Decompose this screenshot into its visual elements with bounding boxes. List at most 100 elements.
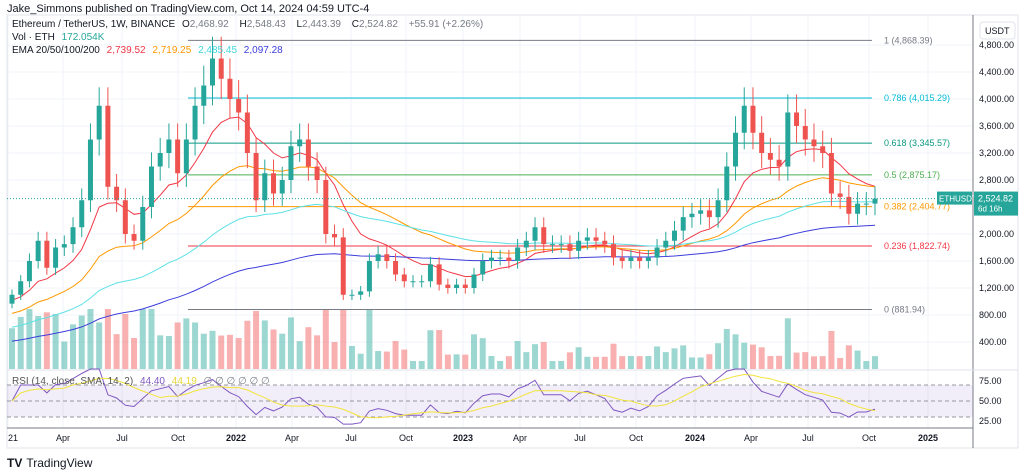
candle — [515, 238, 521, 269]
candle — [532, 217, 538, 250]
ema20-line — [11, 116, 876, 301]
symbol-tag — [937, 191, 972, 205]
volume-bar — [636, 356, 643, 369]
candle — [706, 199, 712, 228]
close-value: 2,524.82 — [358, 19, 398, 30]
rsi-tick-label: 25.00 — [979, 416, 1002, 426]
rsi-legend: RSI (14, close, SMA, 14, 2) 44.40 44.19 … — [12, 376, 270, 387]
candle — [131, 224, 137, 250]
candle-body — [645, 257, 651, 261]
candle-body — [515, 247, 521, 261]
volume-bar — [296, 341, 303, 369]
candle — [672, 220, 678, 250]
volume-bar — [540, 341, 547, 369]
volume-bar — [810, 356, 817, 369]
volume-legend: Vol · ETH 172.054K — [12, 32, 105, 43]
candle-body — [244, 112, 250, 153]
candle — [680, 206, 686, 241]
candle — [610, 235, 616, 266]
candle — [105, 87, 111, 200]
candle-body — [811, 139, 817, 147]
volume-bar — [593, 356, 600, 369]
y-tick-label: 3,200.00 — [979, 148, 1014, 158]
x-tick-label: 2024 — [685, 433, 705, 443]
candle-body — [44, 240, 50, 268]
low-value: 2,443.39 — [302, 19, 341, 30]
candle — [619, 249, 625, 269]
candle — [26, 253, 32, 288]
x-tick-label: Apr — [56, 433, 70, 443]
candle-body — [35, 240, 41, 261]
y-tick-label: 3,600.00 — [979, 121, 1014, 131]
candle — [366, 253, 372, 297]
candle-body — [619, 257, 625, 261]
candle-body — [87, 139, 93, 201]
candle — [96, 87, 102, 156]
volume-bar — [383, 351, 390, 369]
volume-bar — [322, 309, 329, 369]
volume-bar — [157, 335, 164, 369]
volume-bar — [715, 343, 722, 369]
candle-body — [18, 281, 24, 295]
currency-label: USDT — [985, 26, 1010, 36]
candle-body — [114, 186, 120, 201]
ema200-line — [11, 224, 876, 342]
volume-bar — [78, 315, 85, 369]
candle-body — [253, 153, 259, 201]
volume-bar — [575, 347, 582, 369]
candle-body — [541, 227, 547, 245]
candle-body — [750, 105, 756, 133]
volume-bar — [654, 346, 661, 369]
tradingview-logo[interactable]: TV TradingView — [7, 456, 93, 470]
candle — [53, 238, 59, 275]
volume-bar — [566, 352, 573, 369]
candle — [305, 123, 311, 181]
candle — [209, 36, 215, 106]
volume-bar — [183, 318, 190, 369]
candle-body — [828, 153, 834, 194]
x-tick-label: 21 — [8, 433, 18, 443]
candle-body — [140, 207, 146, 241]
candle-body — [122, 200, 128, 234]
candle — [628, 249, 634, 269]
candle — [114, 173, 120, 213]
candle — [733, 116, 739, 181]
candle-body — [820, 146, 826, 153]
candle-body — [96, 105, 102, 140]
candle-body — [218, 58, 224, 79]
candle-body — [236, 99, 242, 113]
x-tick-label: Oct — [629, 433, 644, 443]
candle-body — [366, 261, 372, 292]
volume-bar — [505, 356, 512, 369]
candle — [401, 267, 407, 288]
candle-body — [733, 132, 739, 167]
volume-bar — [305, 327, 312, 369]
volume-bar — [688, 357, 695, 369]
symbol-title[interactable]: Ethereum / TetherUS, 1W, BINANCE — [12, 19, 176, 30]
candle-body — [314, 166, 320, 180]
candle-body — [201, 85, 207, 106]
volume-bar — [392, 341, 399, 369]
candle — [340, 228, 346, 300]
tv-logo-icon: TV — [7, 456, 23, 470]
candle-body — [689, 213, 695, 218]
candle — [828, 137, 834, 206]
candle — [602, 231, 608, 253]
candle — [802, 108, 808, 156]
candle-body — [706, 210, 712, 218]
rsi-tick-label: 75.00 — [979, 376, 1002, 386]
candle — [863, 192, 869, 216]
volume-bar — [113, 334, 120, 369]
x-tick-label: Oct — [171, 433, 186, 443]
candle — [244, 94, 250, 169]
volume-bar — [523, 352, 530, 369]
candle-body — [323, 180, 329, 234]
y-tick-label: 1,600.00 — [979, 256, 1014, 266]
symbol-tag-label: ETHUSDT — [939, 195, 977, 204]
candle-body — [70, 227, 76, 245]
candle — [558, 235, 564, 253]
candle-body — [488, 257, 494, 261]
volume-bar — [645, 356, 652, 369]
fib-label-0: 0 (881.94) — [884, 304, 925, 314]
